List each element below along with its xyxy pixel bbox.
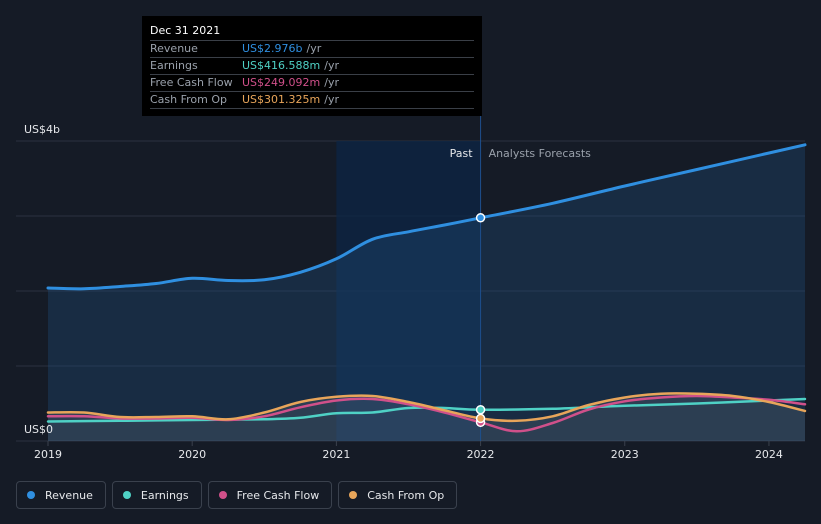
earnings-line bbox=[46, 397, 807, 423]
tooltip-row-revenue: Revenue US$2.976b /yr bbox=[150, 41, 474, 58]
past-label: Past bbox=[450, 147, 474, 160]
tooltip-date: Dec 31 2021 bbox=[150, 24, 474, 41]
tooltip-value: US$2.976b bbox=[242, 42, 303, 55]
forecast-label: Analysts Forecasts bbox=[489, 147, 592, 160]
tooltip-unit: /yr bbox=[306, 42, 322, 55]
legend-item-cash-from-op[interactable]: Cash From Op bbox=[338, 481, 458, 509]
x-tick-label: 2019 bbox=[34, 448, 62, 461]
tooltip-row-earnings: Earnings US$416.588m /yr bbox=[150, 58, 474, 75]
tooltip-label: Free Cash Flow bbox=[150, 76, 233, 89]
tooltip-label: Revenue bbox=[150, 42, 198, 55]
x-tick-label: 2022 bbox=[467, 448, 495, 461]
legend-dot-icon bbox=[218, 491, 227, 499]
legend-label: Free Cash Flow bbox=[236, 488, 320, 502]
hover-markers bbox=[475, 213, 486, 428]
x-tick-label: 2020 bbox=[178, 448, 206, 461]
tooltip-unit: /yr bbox=[324, 59, 339, 72]
earnings-marker bbox=[475, 404, 486, 415]
legend-dot-icon bbox=[349, 491, 358, 499]
tooltip-row-cash-from-op: Cash From Op US$301.325m /yr bbox=[150, 92, 474, 109]
legend-dot-icon bbox=[27, 491, 35, 499]
tooltip-unit: /yr bbox=[324, 76, 339, 89]
series-lines bbox=[46, 143, 807, 433]
tooltip-unit: /yr bbox=[324, 93, 339, 106]
legend-label: Revenue bbox=[45, 488, 93, 502]
tooltip-value: US$301.325m bbox=[242, 93, 321, 106]
revenue-marker bbox=[475, 213, 486, 223]
tooltip-label: Cash From Op bbox=[150, 93, 228, 106]
cash-from-op-line bbox=[46, 392, 807, 423]
y-tick-label-max: US$4b bbox=[24, 123, 60, 136]
x-tick-label: 2021 bbox=[322, 448, 350, 461]
legend-item-free-cash-flow[interactable]: Free Cash Flow bbox=[207, 481, 333, 509]
revenue-area bbox=[48, 144, 805, 442]
x-tick-label: 2023 bbox=[611, 448, 639, 461]
revenue-line bbox=[46, 143, 807, 291]
tooltip-value: US$416.588m bbox=[242, 59, 321, 72]
legend-item-revenue[interactable]: Revenue bbox=[16, 481, 106, 509]
legend-dot-icon bbox=[122, 491, 131, 499]
free-cash-flow-line bbox=[46, 394, 807, 433]
tooltip-row-free-cash-flow: Free Cash Flow US$249.092m /yr bbox=[150, 75, 474, 92]
cash-from-op-marker bbox=[475, 413, 486, 424]
hover-tooltip: Dec 31 2021 Revenue US$2.976b /yr Earnin… bbox=[142, 16, 482, 116]
chart-legend: Revenue Earnings Free Cash Flow Cash Fro… bbox=[16, 481, 458, 509]
past-highlight-band bbox=[336, 141, 481, 441]
tooltip-label: Earnings bbox=[150, 59, 198, 72]
x-axis: 2019 2020 2021 2022 2023 2024 bbox=[34, 441, 783, 461]
legend-label: Cash From Op bbox=[367, 488, 445, 502]
x-tick-label: 2024 bbox=[755, 448, 783, 461]
tooltip-value: US$249.092m bbox=[242, 76, 321, 89]
legend-item-earnings[interactable]: Earnings bbox=[111, 481, 202, 509]
y-tick-label-min: US$0 bbox=[24, 423, 53, 436]
legend-label: Earnings bbox=[140, 488, 189, 502]
